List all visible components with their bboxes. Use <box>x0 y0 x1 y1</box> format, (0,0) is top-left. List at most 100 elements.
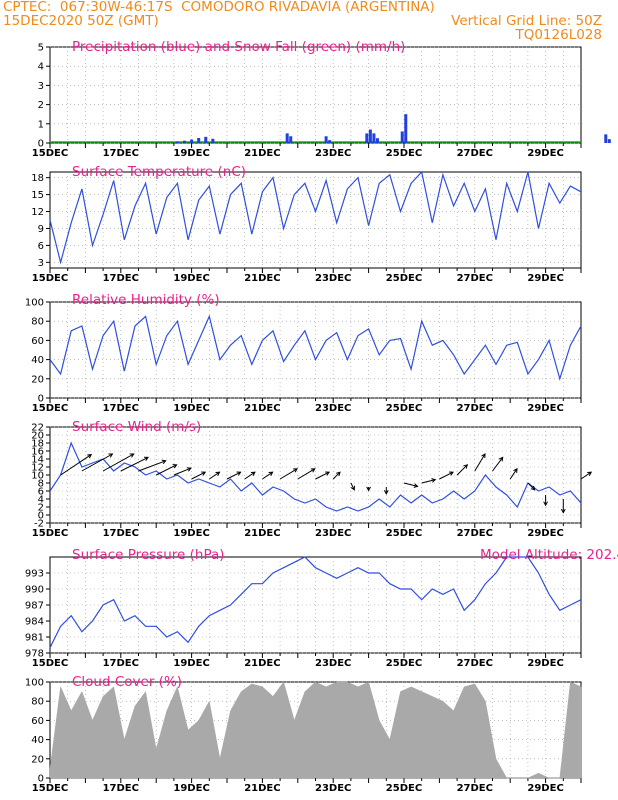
wind-arrow <box>138 460 166 472</box>
cloud-xtick-label: 27DEC <box>457 783 493 794</box>
wind-arrow <box>332 471 341 480</box>
precip-xtick-label: 27DEC <box>457 148 493 159</box>
temp-ytick-label: 9 <box>38 224 44 235</box>
wind-ytick-label: 18 <box>31 439 44 450</box>
wind-ytick-label: 2 <box>38 503 44 514</box>
wind-arrow-head <box>336 471 341 477</box>
wind-arrow-head <box>161 459 167 465</box>
temp-xtick-label: 21DEC <box>244 273 280 284</box>
temp-xtick-label: 23DEC <box>315 273 351 284</box>
precip-ytick-label: 1 <box>38 119 44 130</box>
wind-xtick-label: 19DEC <box>173 528 209 539</box>
rh-xtick-label: 27DEC <box>457 403 493 414</box>
temp-ytick-label: 18 <box>31 173 44 184</box>
wind-arrow <box>580 471 592 480</box>
rh-xtick-label: 19DEC <box>173 403 209 414</box>
precip-bar <box>175 141 179 143</box>
wind-arrow <box>315 471 330 480</box>
wind-arrow-head <box>498 456 504 462</box>
header-grid-info: Vertical Grid Line: 50Z <box>451 13 602 29</box>
wind-arrow-head <box>186 467 192 472</box>
wind-arrow <box>350 482 355 491</box>
wind-ytick-label: 4 <box>38 495 44 506</box>
pressure-xtick-label: 25DEC <box>386 658 422 669</box>
wind-xtick-label: 23DEC <box>315 528 351 539</box>
header-model-id: TQ0126L028 <box>515 27 602 43</box>
wind-arrow-head <box>513 467 518 473</box>
rh-xtick-label: 23DEC <box>315 403 351 414</box>
wind-arrow <box>209 471 220 480</box>
pressure-xtick-label: 29DEC <box>527 658 563 669</box>
wind-xtick-label: 21DEC <box>244 528 280 539</box>
cloud-ytick-label: 80 <box>31 697 44 708</box>
precip-ytick-label: 5 <box>38 43 44 54</box>
rh-xtick-label: 17DEC <box>103 403 139 414</box>
wind-arrow-head <box>543 501 548 507</box>
rh-ytick-label: 100 <box>25 298 44 309</box>
wind-arrow-head <box>366 486 371 492</box>
pressure-xtick-label: 27DEC <box>457 658 493 669</box>
wind-arrow <box>492 457 504 472</box>
precip-bar <box>190 139 194 143</box>
precip-ytick-label: 3 <box>38 81 44 92</box>
rh-series-line <box>49 314 582 381</box>
temp-xtick-label: 25DEC <box>386 273 422 284</box>
wind-arrow <box>81 453 113 472</box>
wind-arrow-head <box>587 471 593 476</box>
pressure-ytick-label: 987 <box>25 601 44 612</box>
precip-bar <box>204 136 208 143</box>
wind-ytick-label: 20 <box>31 431 44 442</box>
wind-arrow-head <box>413 483 419 488</box>
rh-ytick-label: 60 <box>31 336 44 347</box>
cloud-xtick-label: 21DEC <box>244 783 280 794</box>
wind-ytick-label: 0 <box>38 511 44 522</box>
precip-bar <box>375 138 379 143</box>
wind-arrow <box>226 471 241 480</box>
wind-arrow <box>279 468 298 480</box>
cloud-ytick-label: 60 <box>31 716 44 727</box>
wind-arrow <box>297 468 316 480</box>
wind-arrow-head <box>310 468 316 473</box>
wind-arrow <box>191 471 206 480</box>
precip-bar <box>372 133 376 143</box>
pressure-annotation: Model Altitude: 202.436 m <box>480 547 618 563</box>
wind-arrow-head <box>87 454 93 459</box>
precip-bar <box>404 114 408 143</box>
wind-arrow <box>60 454 92 476</box>
wind-arrow-head <box>172 464 178 469</box>
rh-xtick-label: 21DEC <box>244 403 280 414</box>
precip-ytick-label: 4 <box>38 62 44 73</box>
wind-arrow-head <box>463 464 469 469</box>
wind-arrow-head <box>236 471 242 476</box>
cloud-ytick-label: 20 <box>31 754 44 765</box>
wind-arrow-head <box>350 485 355 491</box>
wind-arrow <box>102 453 134 472</box>
wind-arrow <box>456 464 468 476</box>
wind-arrow <box>439 471 454 480</box>
pressure-xtick-label: 15DEC <box>32 658 68 669</box>
wind-arrow-head <box>268 471 274 476</box>
wind-arrow <box>173 467 192 476</box>
wind-arrow-head <box>431 478 437 483</box>
cloud-area <box>49 681 582 779</box>
temp-title: Surface Temperature (nC) <box>72 164 246 180</box>
pressure-ytick-label: 990 <box>25 585 44 596</box>
wind-arrow <box>262 471 273 480</box>
wind-xtick-label: 29DEC <box>527 528 563 539</box>
temp-xtick-label: 15DEC <box>32 273 68 284</box>
rh-xtick-label: 15DEC <box>32 403 68 414</box>
cloud-ytick-label: 0 <box>38 774 44 785</box>
cloud-xtick-label: 29DEC <box>527 783 563 794</box>
precip-bar <box>607 139 611 143</box>
cloud-ytick-label: 40 <box>31 735 44 746</box>
wind-arrow-head <box>215 471 221 476</box>
header-date: 15DEC2020 50Z (GMT) <box>3 13 159 29</box>
precip-ytick-label: 2 <box>38 100 44 111</box>
pressure-series-line <box>49 556 582 648</box>
precip-bar <box>365 133 369 143</box>
precip-bar <box>211 138 215 143</box>
pressure-xtick-label: 23DEC <box>315 658 351 669</box>
temp-xtick-label: 19DEC <box>173 273 209 284</box>
precip-bar <box>197 138 201 143</box>
